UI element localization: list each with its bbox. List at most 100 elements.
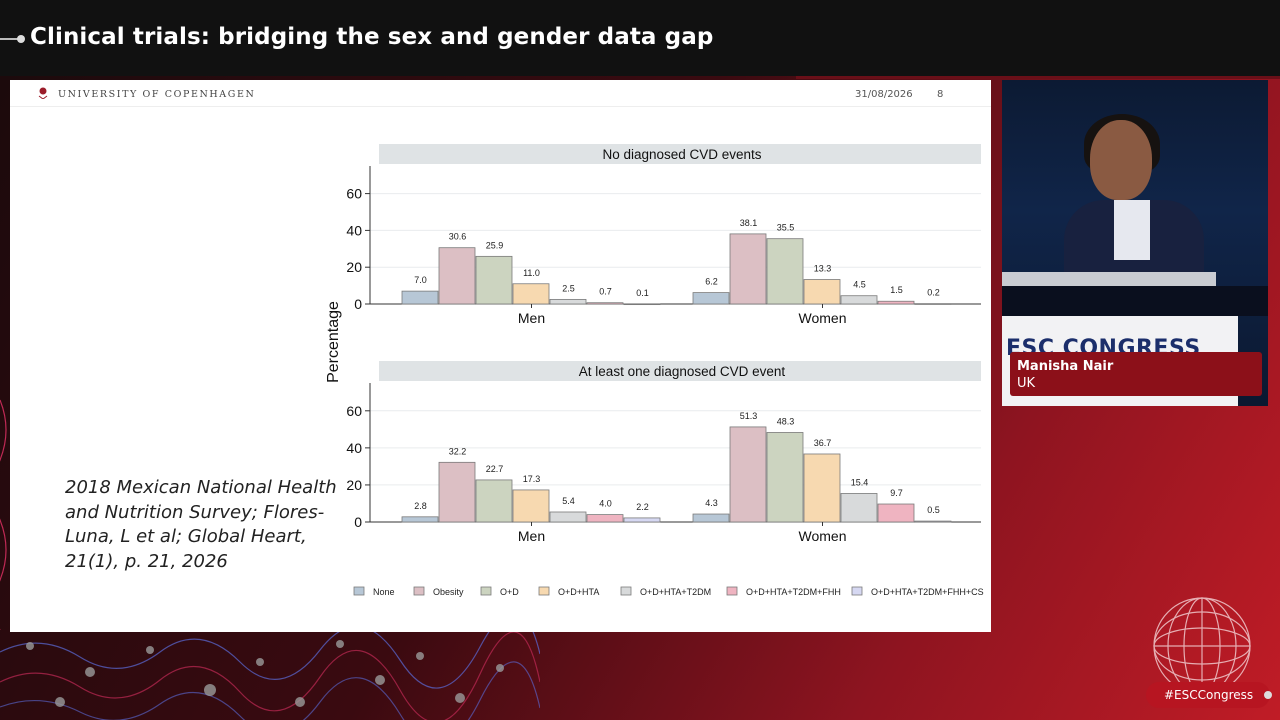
bar bbox=[766, 238, 804, 305]
speaker-name: Manisha Nair bbox=[1017, 359, 1114, 374]
legend-swatch bbox=[726, 586, 738, 596]
legend-label: O+D bbox=[500, 587, 519, 597]
x-tick-label: Men bbox=[518, 528, 545, 544]
data-label: 2.2 bbox=[636, 502, 649, 512]
dot-icon bbox=[1264, 691, 1272, 699]
bar bbox=[586, 514, 624, 523]
institution-name: UNIVERSITY OF COPENHAGEN bbox=[58, 89, 256, 100]
legend-label: O+D+HTA+T2DM+FHH+CS bbox=[871, 587, 984, 597]
bar bbox=[877, 503, 915, 523]
y-tick-label: 20 bbox=[346, 259, 362, 275]
data-label: 5.4 bbox=[562, 496, 575, 506]
bar bbox=[549, 511, 587, 523]
y-tick-label: 40 bbox=[346, 440, 362, 456]
bar bbox=[803, 453, 841, 523]
bar bbox=[401, 290, 439, 305]
y-tick-label: 60 bbox=[346, 186, 362, 202]
legend-label: Obesity bbox=[433, 587, 464, 597]
bar bbox=[438, 247, 476, 305]
bar bbox=[803, 279, 841, 305]
panel-strip bbox=[379, 361, 981, 381]
bar bbox=[401, 516, 439, 523]
y-tick-label: 0 bbox=[354, 296, 362, 312]
data-label: 6.2 bbox=[705, 277, 718, 287]
panel-title: At least one diagnosed CVD event bbox=[579, 364, 786, 379]
legend-swatch bbox=[413, 586, 425, 596]
x-tick-label: Women bbox=[799, 310, 847, 326]
y-tick-label: 0 bbox=[354, 514, 362, 530]
bar bbox=[766, 432, 804, 523]
citation-text: 2018 Mexican National Health and Nutriti… bbox=[65, 477, 337, 572]
bar bbox=[729, 426, 767, 523]
bar bbox=[729, 233, 767, 305]
session-title: Clinical trials: bridging the sex and ge… bbox=[30, 24, 714, 50]
slide-header: UNIVERSITY OF COPENHAGEN 31/08/2026 8 bbox=[10, 80, 991, 107]
data-label: 11.0 bbox=[523, 268, 540, 278]
data-label: 32.2 bbox=[449, 446, 467, 456]
bullet-icon bbox=[0, 35, 25, 43]
university-crest-icon bbox=[38, 87, 48, 99]
bar-chart: No diagnosed CVD events 0 20 40 60 7.0 30.6 25.… bbox=[325, 144, 984, 597]
slide-date: 31/08/2026 bbox=[855, 89, 913, 100]
data-label: 9.7 bbox=[890, 488, 903, 498]
data-label: 17.3 bbox=[523, 474, 541, 484]
speaker-shirt bbox=[1114, 200, 1150, 260]
legend-swatch bbox=[620, 586, 632, 596]
bar bbox=[692, 513, 730, 523]
decorative-edge-pattern bbox=[0, 399, 7, 630]
bar bbox=[623, 517, 661, 523]
panel-title: No diagnosed CVD events bbox=[602, 147, 761, 162]
bar bbox=[438, 461, 476, 523]
data-label: 35.5 bbox=[777, 223, 795, 233]
data-label: 48.3 bbox=[777, 416, 795, 426]
legend-swatch bbox=[353, 586, 365, 596]
y-tick-label: 20 bbox=[346, 477, 362, 493]
data-label: 15.4 bbox=[851, 477, 869, 487]
legend-label: O+D+HTA+T2DM bbox=[640, 587, 711, 597]
hashtag-badge: #ESCCongress bbox=[1146, 682, 1272, 708]
data-label: 1.5 bbox=[890, 285, 903, 295]
legend-swatch bbox=[538, 586, 550, 596]
legend-label: O+D+HTA bbox=[558, 587, 599, 597]
bar bbox=[623, 303, 661, 306]
bar bbox=[914, 303, 952, 305]
data-label: 22.7 bbox=[486, 464, 504, 474]
data-label: 13.3 bbox=[814, 264, 832, 274]
data-label: 4.5 bbox=[853, 280, 866, 290]
podium bbox=[1002, 272, 1216, 286]
hashtag-text: #ESCCongress bbox=[1164, 688, 1254, 702]
session-title-bar: Clinical trials: bridging the sex and ge… bbox=[0, 0, 1280, 76]
data-label: 4.0 bbox=[599, 499, 612, 509]
y-axis-label: Percentage bbox=[325, 301, 342, 383]
bar bbox=[586, 302, 624, 305]
data-label: 51.3 bbox=[740, 411, 758, 421]
bar bbox=[914, 520, 952, 523]
bar bbox=[692, 292, 730, 305]
y-tick-label: 60 bbox=[346, 403, 362, 419]
data-label: 0.1 bbox=[636, 288, 649, 298]
slide-page-number: 8 bbox=[937, 89, 944, 100]
legend-label: O+D+HTA+T2DM+FHH bbox=[746, 587, 841, 597]
podium-front bbox=[1002, 286, 1268, 316]
data-label: 0.2 bbox=[927, 288, 940, 298]
bar bbox=[512, 489, 550, 523]
bar bbox=[840, 493, 878, 523]
x-tick-label: Women bbox=[799, 528, 847, 544]
data-label: 4.3 bbox=[705, 498, 718, 508]
bar bbox=[512, 283, 550, 305]
bar bbox=[549, 298, 587, 305]
bar bbox=[877, 300, 915, 305]
globe-logo-icon bbox=[1153, 597, 1251, 682]
legend-swatch bbox=[480, 586, 492, 596]
data-label: 25.9 bbox=[486, 240, 504, 250]
legend-swatch bbox=[851, 586, 863, 596]
legend-label: None bbox=[373, 587, 395, 597]
speaker-video-feed: ESC CONGRESS bbox=[1002, 80, 1268, 406]
data-label: 36.7 bbox=[814, 438, 832, 448]
speaker-face bbox=[1090, 120, 1152, 200]
data-label: 0.5 bbox=[927, 505, 940, 515]
bar bbox=[840, 295, 878, 305]
data-label: 38.1 bbox=[740, 218, 758, 228]
y-tick-label: 40 bbox=[346, 222, 362, 238]
data-label: 2.8 bbox=[414, 501, 427, 511]
